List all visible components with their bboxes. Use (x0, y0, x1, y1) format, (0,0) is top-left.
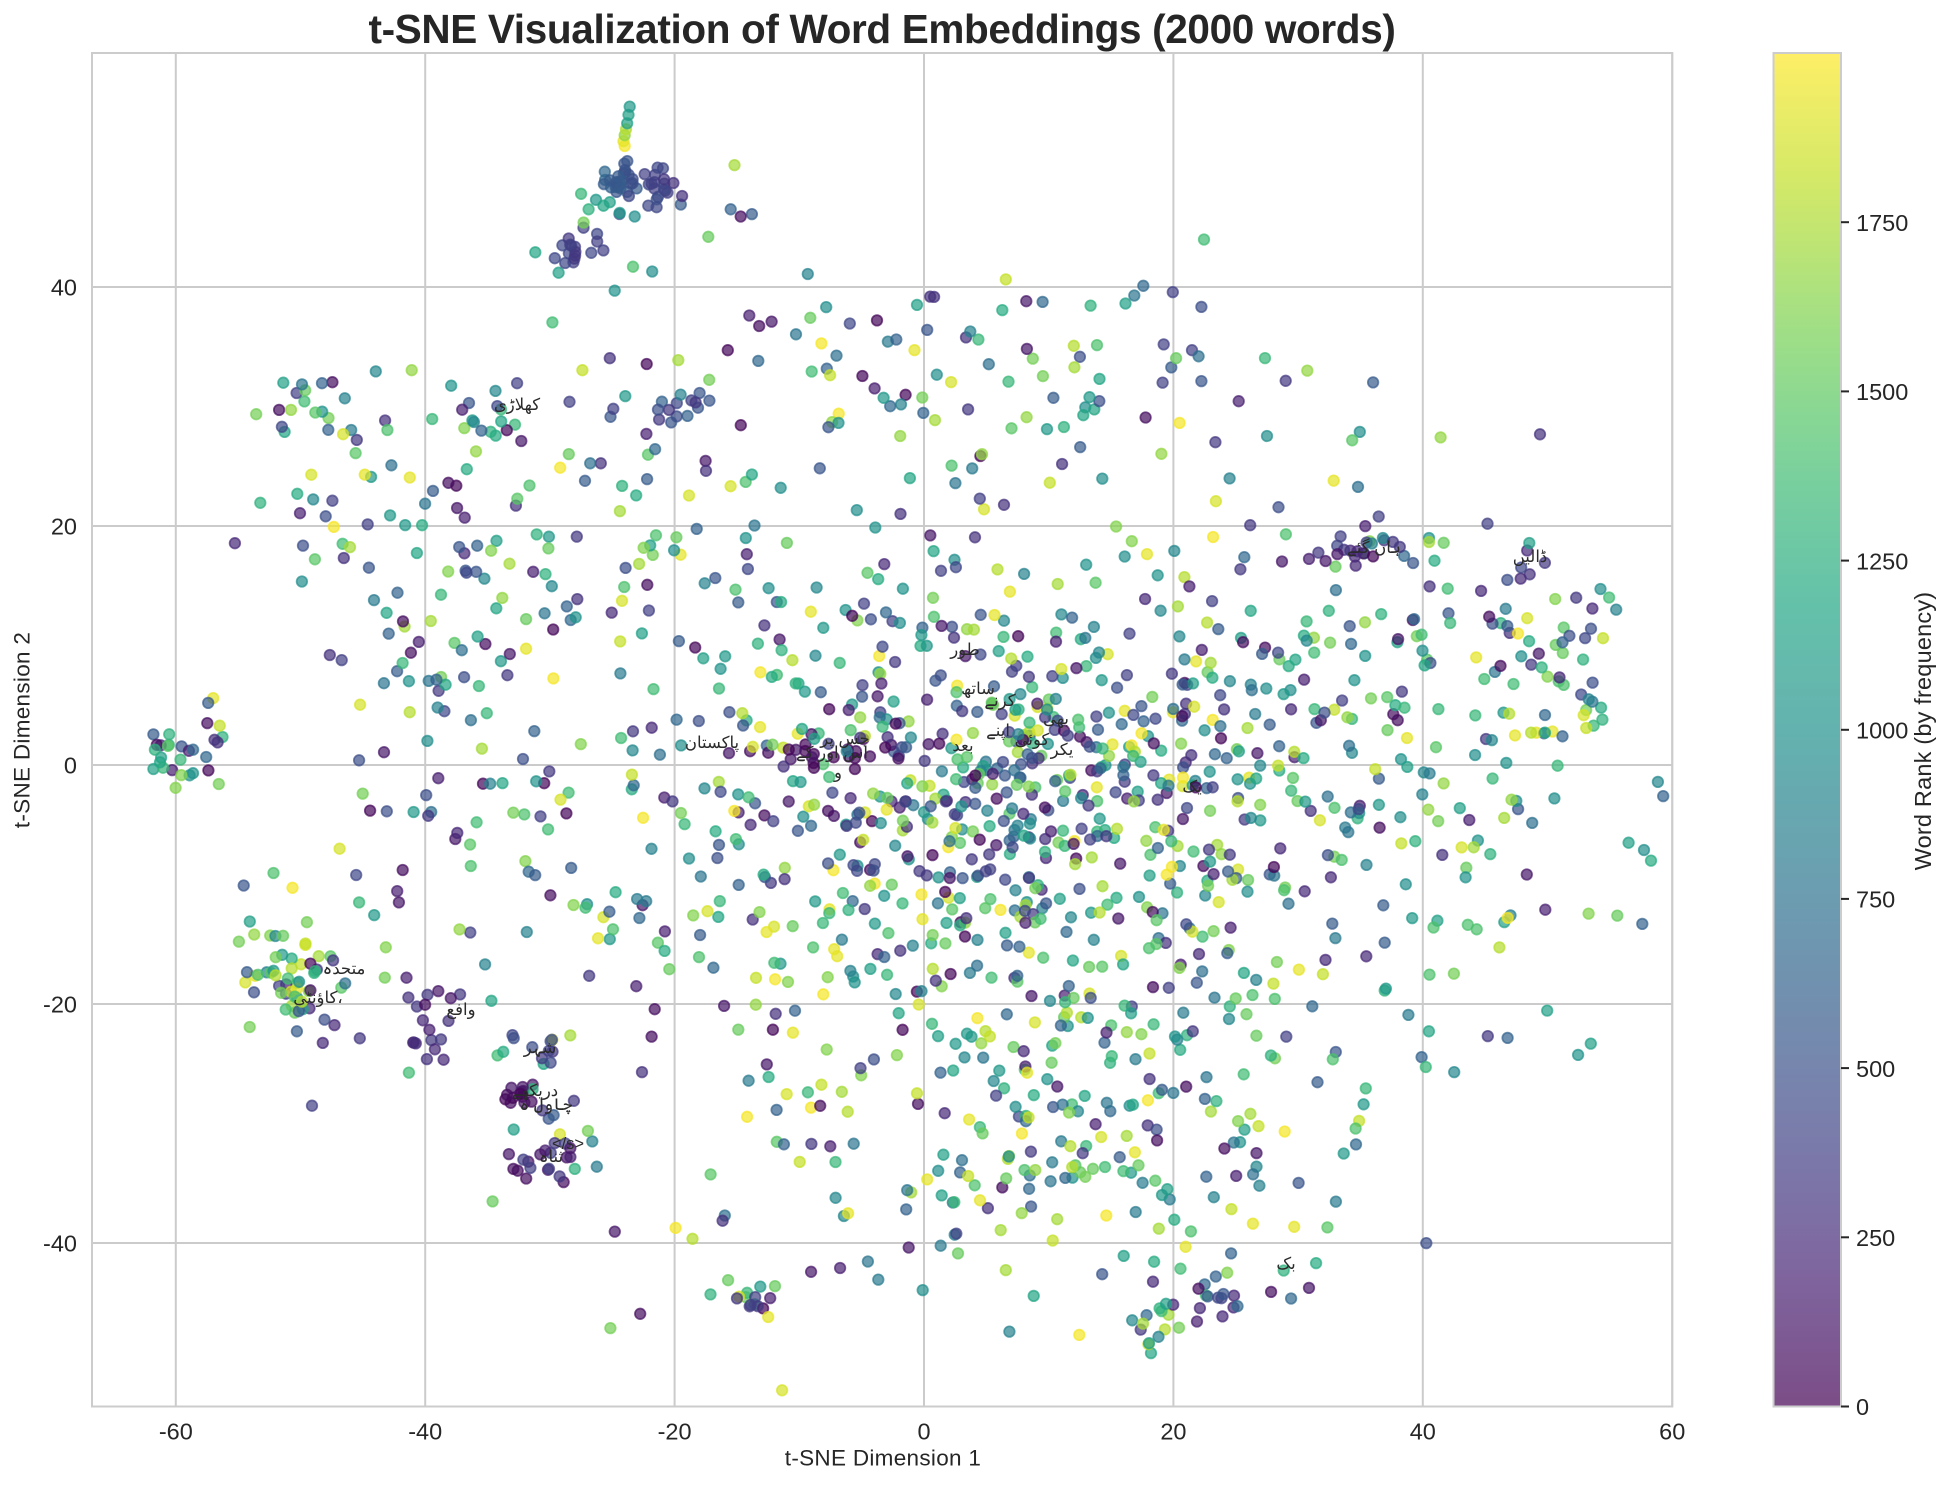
svg-text:1250: 1250 (1856, 548, 1908, 574)
svg-text:کوئی: کوئی (1015, 731, 1051, 750)
svg-text:40: 40 (51, 275, 77, 301)
svg-text:بعد: بعد (952, 737, 973, 755)
svg-text:20: 20 (51, 514, 77, 540)
svg-text:250: 250 (1856, 1225, 1895, 1251)
svg-text:وافع: وافع (446, 1001, 475, 1020)
svg-text:طور: طور (949, 641, 980, 660)
svg-text:-60: -60 (159, 1419, 193, 1445)
svg-text:پاکستان: پاکستان (685, 734, 740, 753)
svg-text:دریکھے: دریکھے (512, 1082, 558, 1101)
svg-text:500: 500 (1856, 1056, 1895, 1082)
svg-text:0: 0 (64, 753, 77, 779)
svg-text:اس اور کے: اس اور کے (796, 744, 868, 763)
svg-text:ڈالیں: ڈالیں (1513, 548, 1548, 567)
svg-text:اپنے: اپنے (986, 722, 1010, 741)
svg-text:20: 20 (1160, 1419, 1186, 1445)
svg-text:ہاں گئے: ہاں گئے (1347, 537, 1401, 557)
svg-text:-40: -40 (43, 1231, 77, 1257)
svg-text:چاول ہ: چاول ہ (520, 1096, 573, 1115)
svg-text:جس پر: جس پر (819, 730, 870, 749)
svg-text:کرنے: کرنے (984, 692, 1016, 711)
svg-text:1000: 1000 (1856, 718, 1908, 744)
svg-text:یکر: یکر (1050, 741, 1074, 760)
svg-text:750: 750 (1856, 887, 1895, 913)
svg-text:0: 0 (1856, 1394, 1869, 1420)
svg-text:و: و (833, 764, 842, 783)
svg-text:Word Rank (by frequency): Word Rank (by frequency) (1910, 592, 1936, 871)
svg-text:شہر: شہر (523, 1039, 557, 1058)
svg-text:t-SNE Dimension 2: t-SNE Dimension 2 (10, 632, 35, 828)
svg-text:60: 60 (1659, 1419, 1685, 1445)
svg-text:ساتھ: ساتھ (961, 680, 995, 699)
svg-text:-20: -20 (658, 1419, 692, 1445)
svg-text:کاؤنٹی،: کاؤنٹی، (293, 989, 343, 1008)
svg-text:1750: 1750 (1856, 210, 1908, 236)
svg-text:کھلاڑی: کھلاڑی (494, 396, 541, 415)
svg-text:40: 40 (1410, 1419, 1436, 1445)
svg-text:-40: -40 (408, 1419, 442, 1445)
svg-text:متحدہ: متحدہ (323, 960, 366, 978)
svg-text:-20: -20 (43, 992, 77, 1018)
svg-text:1500: 1500 (1856, 379, 1908, 405)
svg-text:</s>: </s> (552, 1135, 584, 1153)
svg-text:بھی: بھی (1043, 710, 1069, 729)
svg-text:t-SNE Visualization of Word Em: t-SNE Visualization of Word Embeddings (… (368, 6, 1395, 52)
svg-text:بک: بک (1276, 1255, 1295, 1273)
svg-text:یک: یک (1182, 778, 1202, 796)
svg-text:ثناہ: ثناہ (539, 1148, 564, 1166)
svg-text:t-SNE Dimension 1: t-SNE Dimension 1 (785, 1446, 981, 1471)
svg-text:0: 0 (917, 1419, 930, 1445)
